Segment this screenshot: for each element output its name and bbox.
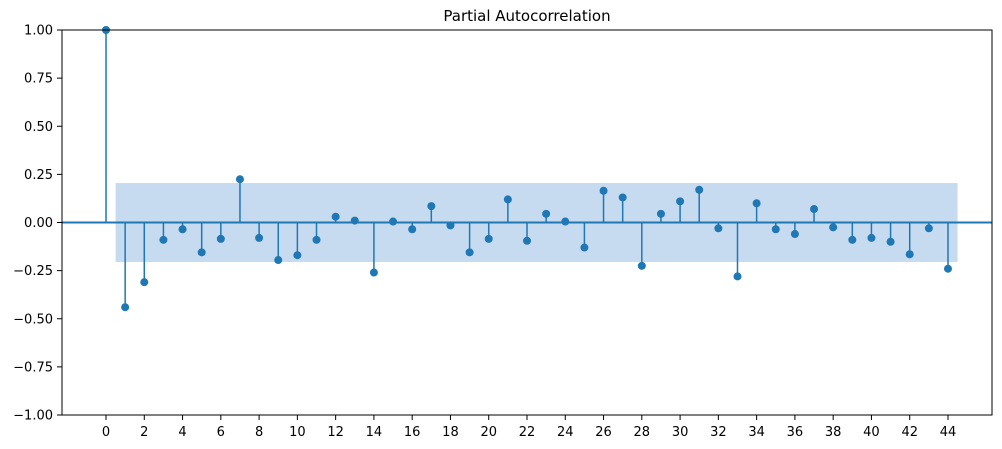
- y-tick-label-1: −0.75: [13, 360, 53, 375]
- stem-marker-14: [369, 268, 378, 277]
- stem-markers: [102, 26, 952, 312]
- stem-marker-9: [274, 256, 283, 265]
- stem-marker-29: [656, 209, 665, 218]
- stem-marker-22: [523, 236, 531, 245]
- stem-marker-16: [408, 225, 417, 234]
- stem-marker-15: [389, 217, 398, 226]
- stem-marker-5: [197, 248, 206, 257]
- stem-marker-33: [733, 272, 742, 281]
- y-tick-label-8: 1.00: [24, 24, 53, 39]
- x-tick-label-2: 2: [140, 425, 148, 440]
- stem-marker-8: [255, 233, 264, 242]
- x-tick-label-4: 4: [178, 425, 186, 440]
- stem-marker-3: [159, 235, 168, 244]
- x-tick-label-34: 34: [748, 425, 765, 440]
- y-axis: −1.00 −0.75 −0.50 −0.25 0.00 0.25 0.50 0.75 1.00: [13, 24, 62, 424]
- x-tick-label-14: 14: [366, 425, 383, 440]
- stem-marker-23: [542, 209, 551, 218]
- stem-marker-7: [235, 175, 244, 184]
- y-tick-label-4: 0.00: [24, 216, 53, 231]
- stem-marker-13: [350, 216, 359, 225]
- stem-marker-6: [216, 234, 225, 243]
- x-tick-label-6: 6: [217, 425, 225, 440]
- x-tick-label-32: 32: [710, 425, 727, 440]
- stem-marker-19: [465, 248, 474, 257]
- x-tick-label-20: 20: [480, 425, 497, 440]
- x-axis: 0 2 4 6 8 10 12 14 16 18 20 22 24 26 28 30 32 34 36 38 40 42 4…: [102, 415, 956, 440]
- x-tick-label-40: 40: [863, 425, 880, 440]
- stem-marker-43: [924, 224, 933, 233]
- plot-frame: [61, 29, 993, 416]
- chart-title: Partial Autocorrelation: [443, 7, 610, 25]
- x-tick-label-24: 24: [557, 425, 574, 440]
- y-tick-label-5: 0.25: [24, 168, 53, 183]
- stem-marker-38: [829, 223, 838, 232]
- stem-lines: [105, 30, 949, 308]
- x-tick-label-36: 36: [787, 425, 804, 440]
- stem-marker-20: [484, 234, 493, 243]
- x-tick-label-10: 10: [289, 425, 306, 440]
- x-tick-label-18: 18: [442, 425, 459, 440]
- stem-marker-24: [561, 217, 570, 226]
- stem-marker-4: [178, 225, 187, 234]
- x-tick-label-8: 8: [255, 425, 263, 440]
- x-tick-label-16: 16: [404, 425, 421, 440]
- stem-marker-25: [580, 243, 589, 252]
- y-tick-label-7: 0.75: [24, 72, 53, 87]
- stem-marker-26: [599, 186, 608, 195]
- stem-marker-21: [503, 195, 512, 204]
- y-tick-label-3: −0.25: [13, 264, 53, 279]
- x-tick-label-44: 44: [940, 425, 957, 440]
- stem-marker-34: [752, 199, 761, 208]
- stem-marker-2: [140, 278, 149, 287]
- stem-marker-44: [943, 264, 952, 273]
- y-tick-label-0: −1.00: [13, 409, 53, 424]
- stem-marker-40: [867, 233, 876, 242]
- x-tick-label-38: 38: [825, 425, 842, 440]
- stem-marker-36: [790, 230, 799, 239]
- x-tick-label-30: 30: [672, 425, 689, 440]
- x-tick-label-22: 22: [519, 425, 536, 440]
- stem-marker-35: [771, 225, 780, 234]
- stem-marker-12: [331, 212, 340, 221]
- stem-marker-11: [312, 235, 321, 244]
- stem-marker-37: [810, 205, 819, 214]
- y-tick-label-2: −0.50: [13, 312, 53, 327]
- stem-marker-41: [886, 237, 895, 246]
- stem-marker-39: [848, 235, 857, 244]
- stem-marker-17: [427, 202, 436, 211]
- stem-marker-32: [714, 224, 723, 233]
- stem-marker-1: [121, 303, 130, 312]
- y-tick-label-6: 0.50: [24, 120, 53, 135]
- stem-marker-30: [676, 197, 685, 206]
- x-tick-label-26: 26: [595, 425, 612, 440]
- stem-marker-31: [695, 185, 704, 194]
- stem-marker-27: [618, 193, 627, 202]
- x-tick-label-42: 42: [901, 425, 918, 440]
- x-tick-label-28: 28: [634, 425, 651, 440]
- x-tick-label-12: 12: [327, 425, 344, 440]
- stem-marker-42: [905, 250, 914, 259]
- x-tick-label-0: 0: [102, 425, 110, 440]
- stem-marker-18: [446, 221, 455, 230]
- stem-marker-10: [293, 251, 302, 260]
- stem-marker-28: [637, 261, 646, 270]
